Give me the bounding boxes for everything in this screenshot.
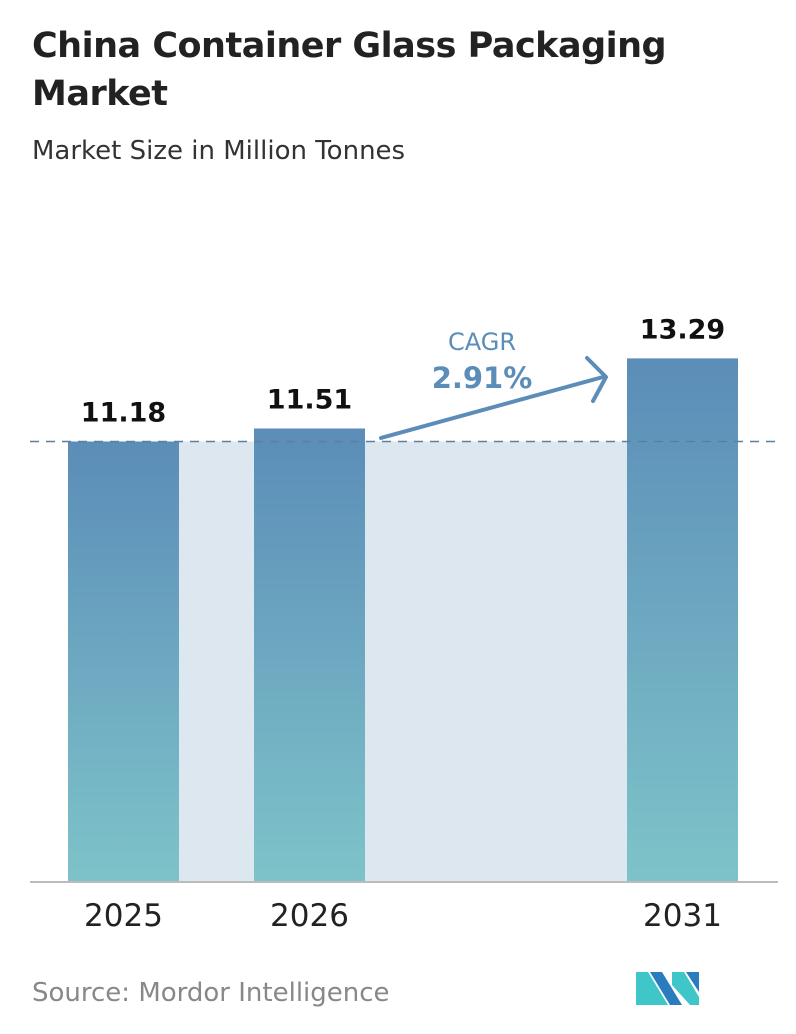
bar-2026 (254, 428, 365, 882)
cagr-arrow (379, 356, 608, 440)
x-tick-label: 2026 (270, 898, 349, 934)
data-label: 11.18 (81, 398, 166, 429)
cagr-band (179, 441, 627, 882)
source-note: Source: Mordor Intelligence (32, 978, 390, 1008)
x-tick-label: 2025 (84, 898, 163, 934)
x-tick-label: 2031 (643, 898, 722, 934)
data-label: 11.51 (267, 385, 352, 416)
bar-2025 (68, 441, 179, 882)
chart-subtitle: Market Size in Million Tonnes (32, 136, 406, 166)
mordor-logo (636, 972, 699, 1005)
data-label: 13.29 (640, 314, 725, 345)
cagr-label: CAGR (448, 328, 516, 356)
cagr-value: 2.91% (432, 361, 533, 395)
chart-title: China Container Glass Packaging Market (32, 26, 667, 114)
bar-2031 (627, 358, 738, 882)
